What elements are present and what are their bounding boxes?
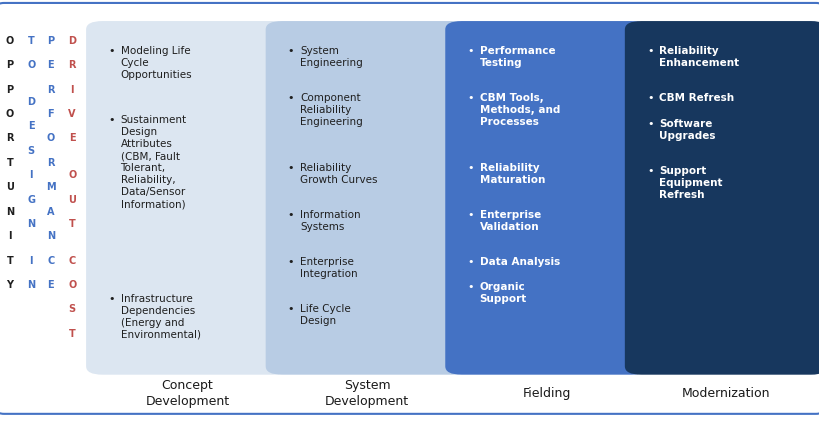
Text: •: • [467,93,473,104]
Text: T: T [69,219,75,229]
Text: O: O [27,60,35,70]
Text: P: P [48,36,54,46]
Text: R: R [47,85,55,95]
FancyBboxPatch shape [624,21,819,375]
Text: C: C [48,256,54,266]
Text: D: D [68,36,76,46]
Text: I: I [29,170,33,180]
Text: Infrastructure
Dependencies
(Energy and
Environmental): Infrastructure Dependencies (Energy and … [120,294,201,340]
Text: Concept
Development: Concept Development [145,379,229,408]
Text: •: • [287,93,294,104]
Text: Sustainment
Design
Attributes
(CBM, Fault
Tolerant,
Reliability,
Data/Sensor
Inf: Sustainment Design Attributes (CBM, Faul… [120,115,187,209]
Text: •: • [646,119,653,129]
Text: E: E [48,60,54,70]
Text: Modeling Life
Cycle
Opportunities: Modeling Life Cycle Opportunities [120,46,192,80]
Text: •: • [108,294,115,304]
Text: •: • [108,46,115,56]
Text: •: • [287,304,294,314]
Text: Information
Systems: Information Systems [300,210,360,232]
Text: I: I [70,85,74,95]
Text: M: M [46,182,56,192]
Text: Fielding: Fielding [522,387,570,400]
Text: Modernization: Modernization [681,387,769,400]
Text: S: S [28,146,34,156]
FancyBboxPatch shape [265,21,468,375]
Text: •: • [287,163,294,173]
FancyBboxPatch shape [445,21,647,375]
Text: R: R [47,158,55,168]
Text: Performance
Testing: Performance Testing [479,46,554,68]
Text: System
Engineering: System Engineering [300,46,363,68]
Text: •: • [646,93,653,104]
Text: R: R [68,60,76,70]
Text: System
Development: System Development [324,379,409,408]
Text: Support
Equipment
Refresh: Support Equipment Refresh [658,166,722,200]
Text: Software
Upgrades: Software Upgrades [658,119,715,141]
Text: I: I [8,231,11,241]
Text: Component
Reliability
Engineering: Component Reliability Engineering [300,93,363,128]
Text: U: U [68,195,76,205]
Text: G: G [27,195,35,205]
Text: N: N [27,219,35,229]
Text: Enterprise
Validation: Enterprise Validation [479,210,541,232]
Text: CBM Tools,
Methods, and
Processes: CBM Tools, Methods, and Processes [479,93,559,128]
Text: O: O [68,280,76,290]
Text: F: F [48,109,54,119]
Text: N: N [6,207,14,217]
Text: Enterprise
Integration: Enterprise Integration [300,257,357,279]
Text: R: R [6,133,14,144]
Text: V: V [68,109,76,119]
Text: S: S [69,304,75,314]
Text: •: • [646,46,653,56]
Text: •: • [287,257,294,267]
Text: O: O [47,133,55,144]
Text: •: • [646,166,653,176]
Text: T: T [7,256,13,266]
Text: O: O [68,170,76,180]
Text: D: D [27,97,35,107]
Text: E: E [28,121,34,131]
Text: •: • [467,210,473,220]
Text: •: • [467,163,473,173]
Text: CBM Refresh: CBM Refresh [658,93,734,104]
Text: Data Analysis: Data Analysis [479,257,559,267]
Text: •: • [287,46,294,56]
Text: •: • [467,282,473,292]
Text: P: P [7,60,13,70]
Text: •: • [108,115,115,125]
Text: Reliability
Maturation: Reliability Maturation [479,163,545,184]
Text: T: T [69,329,75,339]
Text: T: T [7,158,13,168]
FancyBboxPatch shape [0,3,819,414]
Text: •: • [467,46,473,56]
Text: C: C [69,256,75,266]
Text: Reliability
Enhancement: Reliability Enhancement [658,46,739,68]
Text: O: O [6,109,14,119]
Text: A: A [47,207,55,217]
Text: P: P [7,85,13,95]
Text: Organic
Support: Organic Support [479,282,527,304]
Text: E: E [69,133,75,144]
Text: Y: Y [7,280,13,290]
Text: Reliability
Growth Curves: Reliability Growth Curves [300,163,378,184]
Text: •: • [287,210,294,220]
Text: •: • [467,257,473,267]
Text: N: N [47,231,55,241]
Text: N: N [27,280,35,290]
Text: U: U [6,182,14,192]
Text: Life Cycle
Design: Life Cycle Design [300,304,351,326]
Text: E: E [48,280,54,290]
Text: T: T [28,36,34,46]
Text: I: I [29,256,33,266]
Text: O: O [6,36,14,46]
FancyBboxPatch shape [86,21,288,375]
